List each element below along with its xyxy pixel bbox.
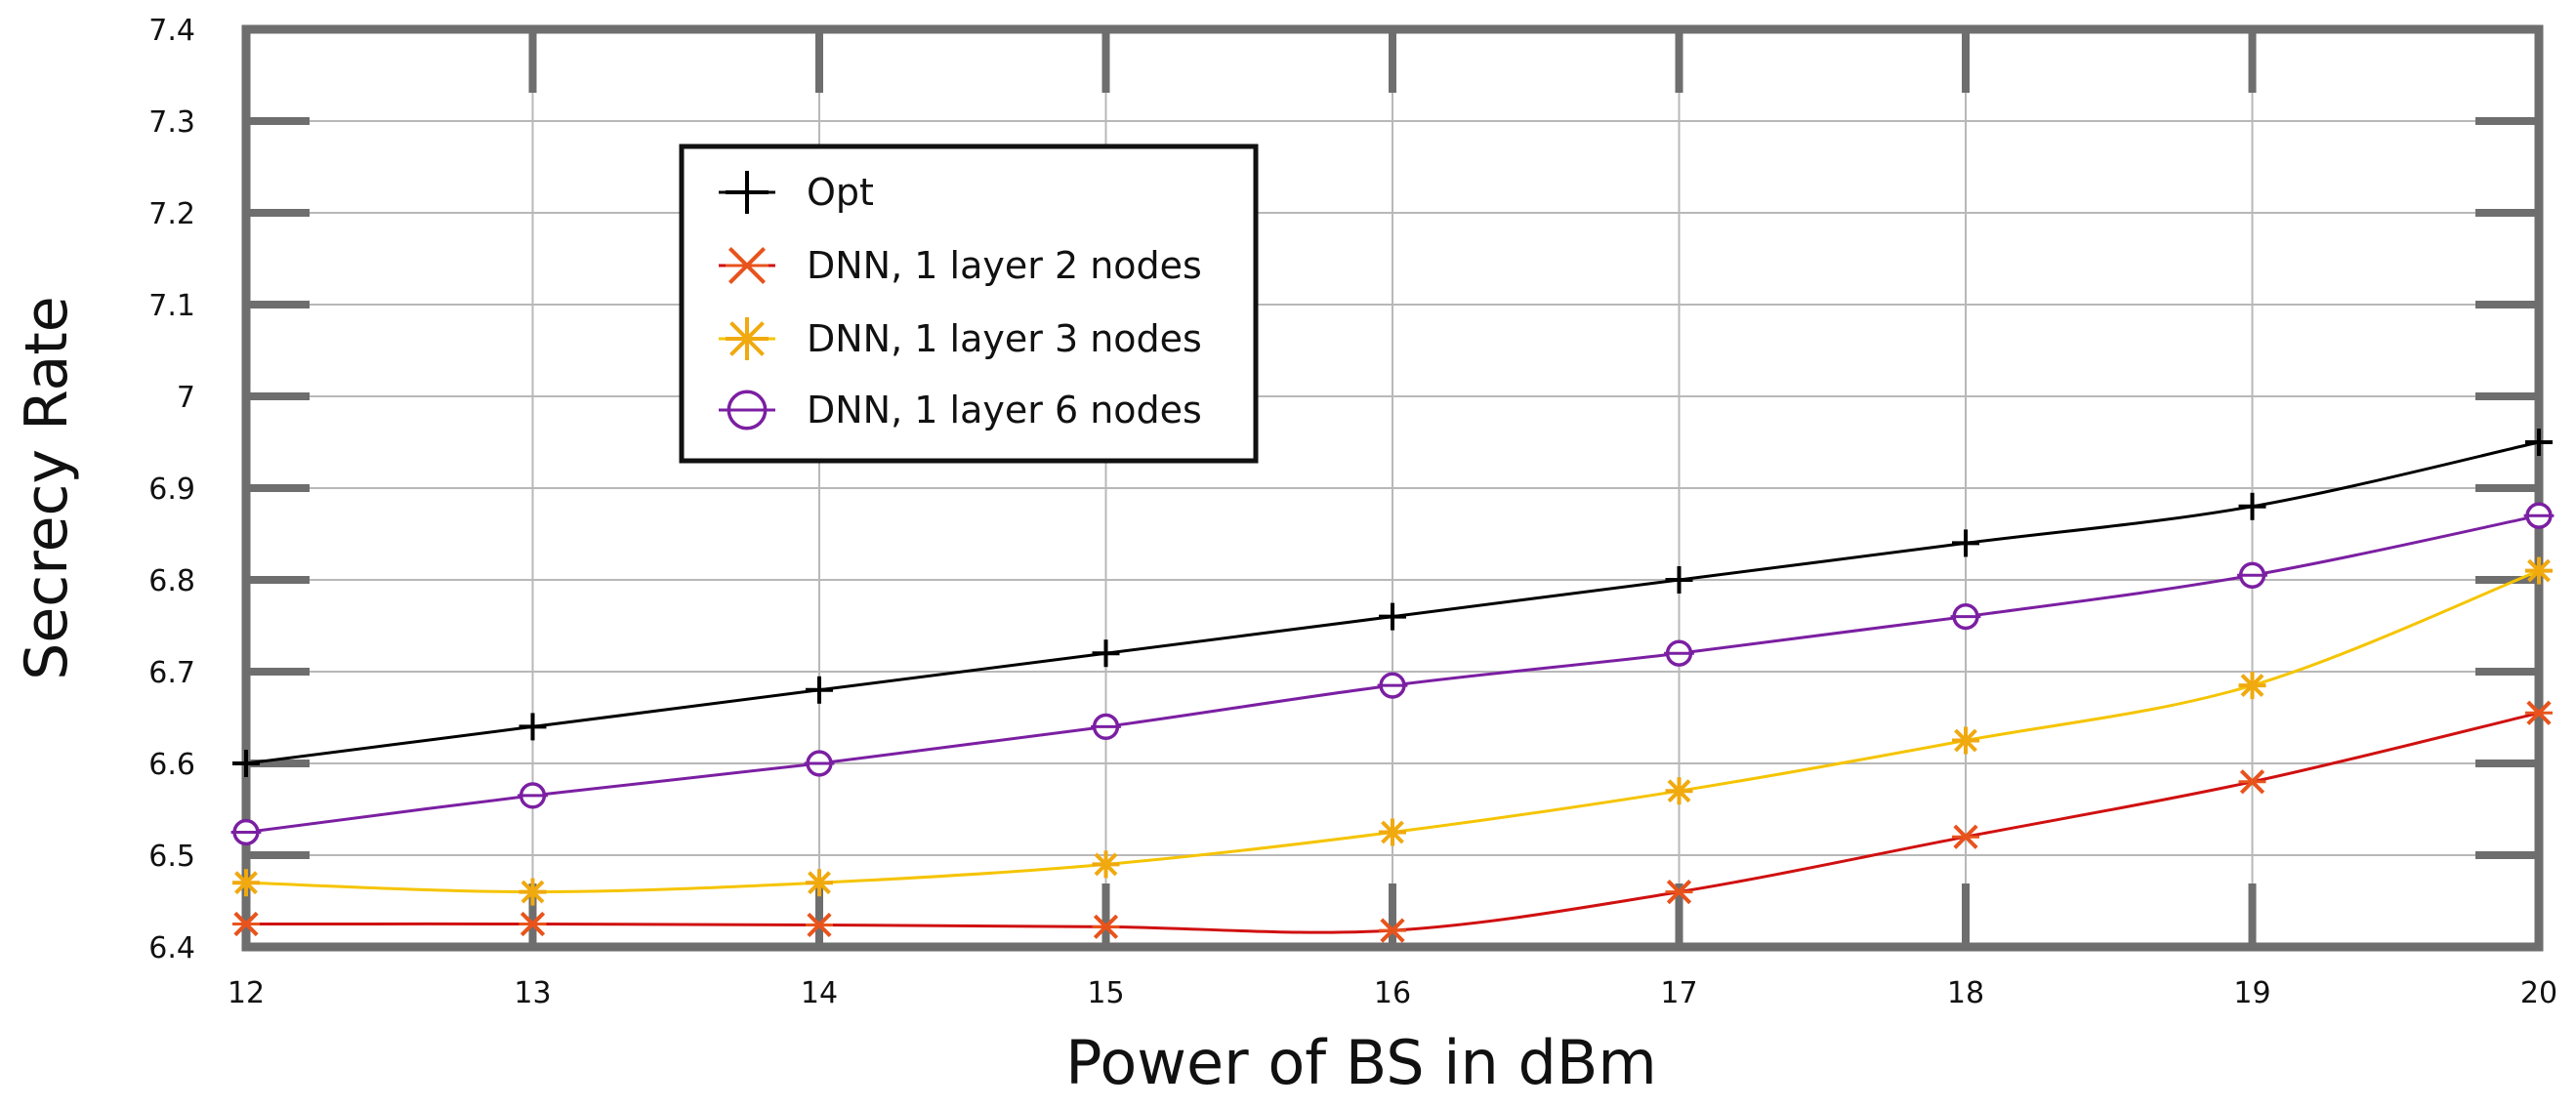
x-tick-label: 18 (1947, 976, 1984, 1010)
data-point (1092, 914, 1120, 939)
legend-marker (726, 171, 769, 214)
x-tick-label: 16 (1374, 976, 1411, 1010)
plot-border (241, 24, 2544, 952)
x-axis-title: Power of BS in dBm (1065, 1027, 1657, 1098)
y-tick-label: 7.4 (148, 14, 195, 48)
data-point (1665, 879, 1693, 905)
data-point (806, 676, 833, 704)
data-point (1665, 566, 1693, 594)
data-point (2523, 502, 2555, 529)
data-point (1665, 777, 1693, 805)
x-tick-label: 14 (801, 976, 838, 1010)
data-point (1379, 818, 1406, 846)
data-point (230, 818, 262, 846)
legend-marker (723, 390, 771, 431)
y-axis-title: Secrecy Rate (13, 296, 81, 679)
plot-frame (241, 24, 2544, 952)
x-tick-label: 13 (514, 976, 551, 1010)
data-point (1379, 918, 1406, 943)
grid (245, 28, 2540, 948)
series-3 (230, 502, 2555, 846)
legend-label: DNN, 1 layer 3 nodes (807, 317, 1202, 360)
data-point (806, 869, 833, 897)
data-point (519, 911, 547, 937)
data-point (1664, 639, 1694, 667)
data-point (2237, 561, 2267, 589)
legend-label: Opt (807, 171, 874, 214)
data-point (2525, 700, 2553, 725)
data-point (1091, 713, 1121, 741)
data-point (232, 750, 260, 777)
data-point (232, 869, 260, 897)
y-tick-label: 6.8 (148, 564, 195, 598)
legend-label: DNN, 1 layer 6 nodes (807, 389, 1202, 431)
data-point (1092, 639, 1120, 668)
data-point (1952, 529, 1979, 557)
series-0 (232, 429, 2553, 777)
series-1 (232, 700, 2553, 943)
data-point (1379, 602, 1406, 631)
data-point (232, 911, 260, 937)
data-point (2525, 429, 2553, 456)
y-tick-label: 6.9 (148, 472, 195, 507)
y-tick-label: 6.7 (148, 656, 195, 690)
legend-entry: DNN, 1 layer 2 nodes (719, 244, 1202, 287)
data-point (518, 782, 548, 809)
legend-entry: DNN, 1 layer 3 nodes (719, 317, 1202, 360)
y-tick-label: 6.6 (148, 748, 195, 782)
y-tick-label: 6.4 (148, 931, 195, 965)
data-point (1377, 672, 1408, 699)
y-tick-label: 7.1 (148, 289, 195, 323)
legend-box (679, 144, 1259, 464)
data-point (806, 912, 833, 938)
data-point (2238, 769, 2266, 795)
x-tick-label: 19 (2233, 976, 2270, 1010)
data-point (2525, 556, 2553, 585)
legend-entry: Opt (719, 171, 874, 214)
y-tick-label: 6.5 (148, 840, 195, 874)
x-tick-label: 17 (1660, 976, 1697, 1010)
legend-marker (726, 246, 769, 285)
data-point (519, 878, 547, 906)
data-point (2238, 672, 2266, 700)
x-tick-label: 20 (2520, 976, 2557, 1010)
data-point (1952, 824, 1979, 849)
legend-label: DNN, 1 layer 2 nodes (807, 244, 1202, 287)
x-tick-label: 15 (1087, 976, 1124, 1010)
data-point (519, 713, 547, 741)
data-point (1092, 850, 1120, 879)
y-tick-label: 7.2 (148, 197, 195, 231)
y-tick-label: 7 (177, 381, 195, 415)
tick-labels: 12 13 14 15 16 17 18 19 20 6.4 6.5 6.6 6.7 6.8 6.9 7 7.1… (148, 14, 2557, 1010)
legend-entry: DNN, 1 layer 6 nodes (719, 389, 1202, 431)
series-layer (230, 429, 2555, 943)
data-point (2238, 492, 2266, 520)
legend: Opt DNN, 1 layer 2 nodes DNN, 1 layer 3 no… (679, 144, 1259, 464)
y-tick-label: 7.3 (148, 105, 195, 140)
series-2 (232, 556, 2553, 906)
data-point (804, 750, 835, 777)
legend-marker (726, 317, 769, 360)
x-tick-label: 12 (228, 976, 265, 1010)
data-point (1952, 726, 1979, 755)
data-point (1950, 602, 1981, 631)
